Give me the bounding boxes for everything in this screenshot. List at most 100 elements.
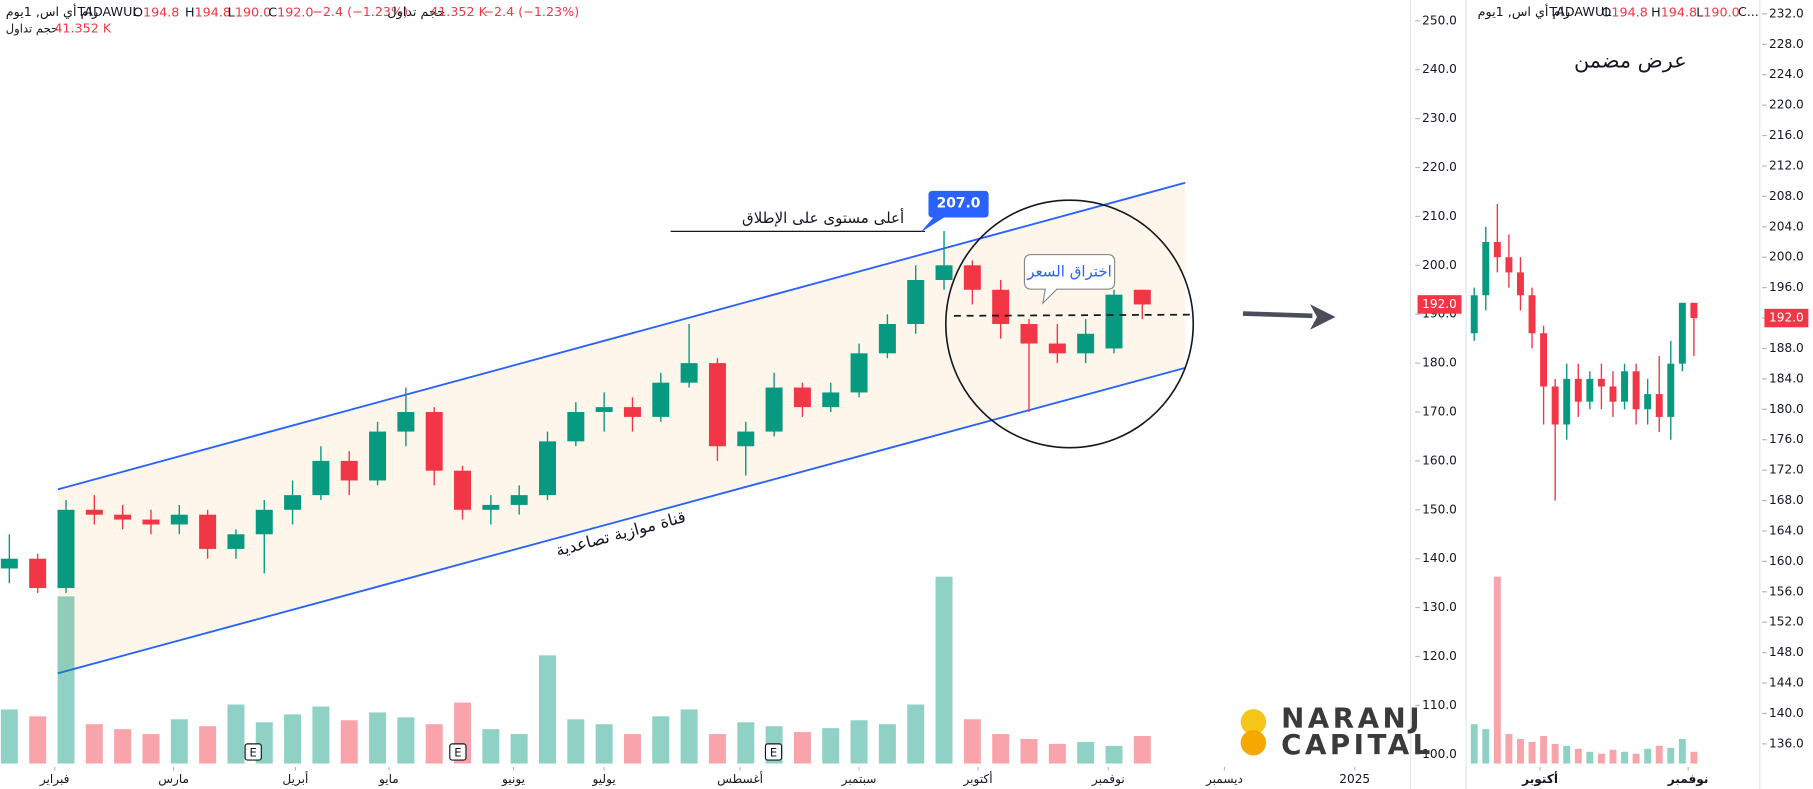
candle-body xyxy=(255,509,273,535)
ohlc: H194.8 xyxy=(1651,4,1697,19)
volume-bar xyxy=(1586,751,1594,764)
volume-bar xyxy=(369,712,387,764)
y-tick-label: 184.0 xyxy=(1769,371,1804,385)
callout-tail xyxy=(920,216,946,233)
candle-body xyxy=(935,265,953,280)
exchange: TADAWUL xyxy=(1548,4,1612,19)
y-tick-label: 144.0 xyxy=(1769,676,1804,690)
ohlc: O194.8 xyxy=(133,4,179,19)
volume-bar xyxy=(1609,749,1617,764)
ohlc-label: L xyxy=(228,4,236,19)
ohlc-value: 194.8 xyxy=(143,4,179,19)
volume-bar xyxy=(907,704,925,764)
volume-bar xyxy=(822,728,840,764)
volume-bar xyxy=(1563,745,1571,764)
volume-bar xyxy=(595,724,613,764)
volume-bar xyxy=(425,724,443,764)
volume-bar xyxy=(1482,729,1490,764)
volume-bar xyxy=(85,724,103,764)
candle-body xyxy=(567,412,585,442)
x-tick-label: أغسطس xyxy=(717,771,763,787)
ohlc: C192.0 xyxy=(268,4,313,19)
volume-bar xyxy=(1105,745,1123,764)
candle-body xyxy=(539,441,556,496)
volume-bar xyxy=(793,732,811,764)
candle-body xyxy=(482,504,500,510)
earnings-text: E xyxy=(250,746,257,760)
candle-body xyxy=(822,392,840,408)
candle-body xyxy=(595,407,613,413)
candle-body xyxy=(170,514,188,525)
candle-body xyxy=(1020,323,1038,344)
candle-body xyxy=(1597,378,1605,387)
earnings-text: E xyxy=(454,746,461,760)
arrow-head xyxy=(1310,304,1336,330)
candle-body xyxy=(397,412,415,432)
y-tick-label: 232.0 xyxy=(1769,6,1804,20)
y-tick-label: 188.0 xyxy=(1769,341,1804,355)
candle-body xyxy=(1678,302,1686,364)
x-tick-label: نوفمبر xyxy=(1091,772,1125,787)
volume-bar xyxy=(567,719,585,764)
ohlc-value: 194.8 xyxy=(1611,4,1647,19)
candle-body xyxy=(737,431,755,447)
candle-body xyxy=(963,265,981,290)
ohlc-value: 194.8 xyxy=(195,4,231,19)
breakout-bubble xyxy=(1023,253,1116,305)
candle-body xyxy=(312,460,330,496)
candle-body xyxy=(1077,333,1095,354)
candle-body xyxy=(1133,289,1151,305)
y-tick-label: 216.0 xyxy=(1769,128,1804,142)
volume-bar xyxy=(340,720,358,764)
volume-bar xyxy=(1505,734,1513,764)
change: −2.4 (−1.23%) xyxy=(483,4,579,19)
x-tick-label: مارس xyxy=(158,772,189,787)
ath-text: أعلى مستوى على الإطلاق xyxy=(742,208,904,227)
earnings-marker xyxy=(764,743,783,761)
ohlc-label: O xyxy=(1601,4,1611,19)
volume-bar xyxy=(1493,576,1501,764)
volume-bar xyxy=(1540,736,1548,764)
candle-body xyxy=(1517,272,1524,296)
volume-bar xyxy=(284,714,302,764)
x-tick-label: فبراير xyxy=(39,772,70,787)
y-tick-label: 204.0 xyxy=(1769,219,1804,233)
candle-body xyxy=(340,460,358,481)
candle-body xyxy=(1470,295,1478,334)
volume-bar xyxy=(680,709,698,764)
resistance-line xyxy=(953,313,1191,317)
volume-bar xyxy=(878,724,896,764)
channel-lower xyxy=(57,366,1186,675)
ohlc: L190.0 xyxy=(228,4,272,19)
candle-body xyxy=(425,412,443,471)
volume-bar xyxy=(1048,743,1066,764)
earnings-text: E xyxy=(770,746,777,760)
candle-body xyxy=(1563,378,1571,425)
volume-bar xyxy=(539,655,556,764)
volume-bar xyxy=(510,734,528,764)
volume-bar xyxy=(1632,753,1640,764)
highlight-circle xyxy=(945,199,1195,449)
candle-body xyxy=(142,519,160,525)
candle-body xyxy=(1505,257,1513,273)
candle-body xyxy=(708,363,726,447)
ohlc-label: O xyxy=(133,4,143,19)
volume-bar xyxy=(1551,743,1559,764)
volume-bar xyxy=(1470,724,1478,764)
last-price-label: 192.0 xyxy=(1769,311,1804,325)
volume-bar xyxy=(850,720,868,764)
candle-body xyxy=(992,289,1010,324)
volume-bar xyxy=(170,719,188,764)
x-tick-label: يوليو xyxy=(592,772,616,787)
logo-text: NARANJ xyxy=(1281,702,1423,735)
candle-body xyxy=(85,509,103,515)
callout-box xyxy=(928,190,989,218)
ohlc-value: 190.0 xyxy=(235,4,271,19)
candle-body xyxy=(765,387,783,432)
earnings-markers: E E E xyxy=(244,743,783,761)
y-tick-label: 176.0 xyxy=(1769,432,1804,446)
candle-body xyxy=(1540,333,1548,387)
y-tick-label: 136.0 xyxy=(1769,736,1804,750)
candle-body xyxy=(1632,371,1640,410)
volume-bar xyxy=(737,722,755,764)
